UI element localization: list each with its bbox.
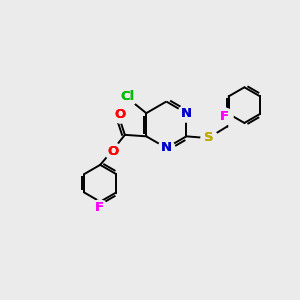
Text: F: F bbox=[94, 201, 103, 214]
Text: O: O bbox=[107, 145, 118, 158]
Text: O: O bbox=[114, 108, 125, 121]
Text: O: O bbox=[107, 145, 118, 158]
Text: Cl: Cl bbox=[121, 90, 135, 103]
Text: N: N bbox=[181, 106, 192, 120]
Text: F: F bbox=[220, 110, 229, 123]
Text: N: N bbox=[181, 106, 192, 120]
Text: F: F bbox=[94, 201, 103, 214]
Text: O: O bbox=[114, 108, 125, 121]
Text: S: S bbox=[204, 131, 214, 144]
Text: F: F bbox=[220, 110, 229, 123]
Text: N: N bbox=[161, 141, 172, 154]
Text: Cl: Cl bbox=[121, 90, 135, 103]
Text: S: S bbox=[204, 131, 214, 144]
Text: N: N bbox=[161, 141, 172, 154]
